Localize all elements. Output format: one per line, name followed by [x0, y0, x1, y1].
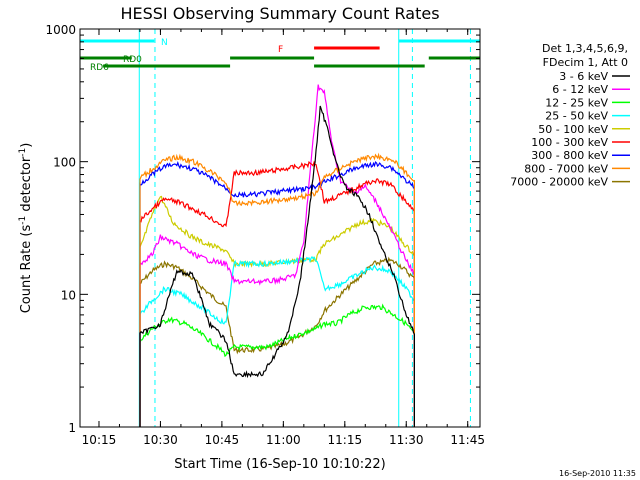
y-axis-label-main: Count Rate (s: [19, 225, 34, 314]
legend-label: 6 - 12 keV: [552, 83, 608, 96]
legend-label: 100 - 300 keV: [531, 136, 608, 149]
flag-label-f: F: [278, 45, 283, 55]
x-tick-label: 10:30: [143, 433, 178, 447]
legend-label: 800 - 7000 keV: [524, 162, 608, 175]
plot-frame: [79, 28, 481, 428]
x-tick-label: 11:45: [450, 433, 485, 447]
series-line-4: [139, 195, 415, 427]
x-tick-label: 11:30: [389, 433, 424, 447]
x-tick-label: 11:00: [266, 433, 301, 447]
y-axis-label-sup2: -1: [18, 148, 28, 157]
axes: 10:15 10:30 10:45 11:00 11:15 11:30 11:45 1 10 10…: [45, 23, 485, 447]
series-line-1: [139, 84, 415, 427]
x-axis-label: Start Time (16-Sep-10 10:10:22): [174, 457, 385, 472]
series-line-8: [139, 256, 415, 427]
series-line-7: [139, 152, 415, 427]
y-tick-label: 1000: [45, 23, 76, 37]
legend-label: 7000 - 20000 keV: [510, 176, 608, 189]
y-axis-label-sup1: -1: [18, 216, 28, 225]
series-line-5: [139, 160, 415, 427]
legend-header-1: Det 1,3,4,5,6,9,: [542, 42, 628, 55]
x-tick-label: 11:15: [328, 433, 363, 447]
plot-area: [138, 29, 471, 427]
flag-label-rd6: RD6: [90, 63, 109, 73]
legend-header-2: FDecim 1, Att 0: [543, 56, 628, 69]
y-axis-label-end: ): [19, 143, 34, 148]
legend-label: 25 - 50 keV: [545, 110, 608, 123]
y-tick-label: 10: [61, 288, 76, 302]
series-line-6: [139, 161, 415, 427]
legend: Det 1,3,4,5,6,9, FDecim 1, Att 0 3 - 6 k…: [510, 42, 630, 189]
series-line-3: [139, 255, 415, 427]
x-tick-label: 10:15: [82, 433, 117, 447]
legend-label: 50 - 100 keV: [538, 123, 608, 136]
flag-bars: N F RD0 RD6: [80, 38, 480, 73]
y-tick-label: 1: [68, 421, 76, 435]
footer-date: 16-Sep-2010 11:35: [559, 469, 636, 478]
legend-label: 12 - 25 keV: [545, 96, 608, 109]
flag-label-rd0: RD0: [123, 55, 142, 65]
y-axis-label: Count Rate (s-1 detector-1): [18, 143, 34, 314]
x-tick-label: 10:45: [205, 433, 240, 447]
legend-label: 300 - 800 keV: [531, 149, 608, 162]
series-line-2: [139, 303, 415, 427]
chart-title: HESSI Observing Summary Count Rates: [120, 4, 439, 23]
legend-label: 3 - 6 keV: [559, 70, 608, 83]
y-tick-label: 100: [53, 156, 76, 170]
y-axis-label-mid: detector: [19, 156, 34, 216]
flag-label-n: N: [161, 38, 168, 48]
series-layer: [139, 84, 415, 427]
series-line-0: [139, 105, 415, 427]
